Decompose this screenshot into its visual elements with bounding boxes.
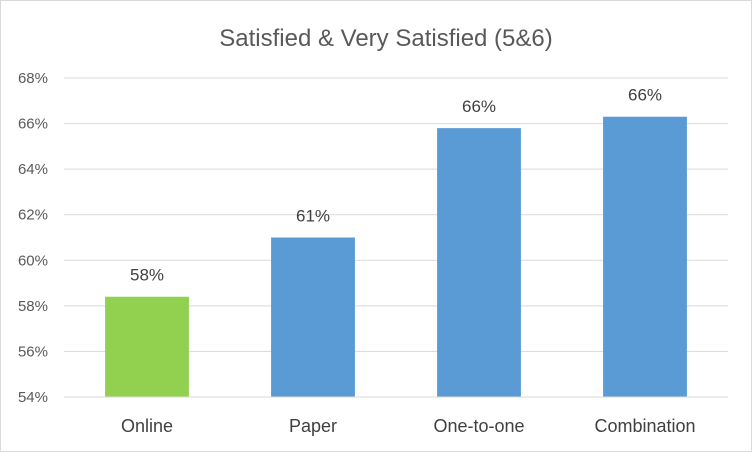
data-label: 66% <box>628 86 662 105</box>
category-label: Combination <box>594 416 695 436</box>
data-labels: 58% 61% 66% 66% <box>130 86 662 285</box>
bar <box>105 296 189 397</box>
category-label: Online <box>121 416 173 436</box>
bar <box>271 237 355 397</box>
y-tick-label: 56% <box>18 343 48 360</box>
data-label: 58% <box>130 266 164 285</box>
data-label: 61% <box>296 207 330 226</box>
category-label: Paper <box>289 416 337 436</box>
bar <box>603 116 687 397</box>
bar <box>437 128 521 397</box>
y-tick-label: 60% <box>18 252 48 269</box>
category-labels: Online Paper One-to-one Combination <box>121 416 696 436</box>
y-axis-tick-labels: 54% 56% 58% 60% 62% 64% 66% 68% <box>18 70 48 406</box>
category-label: One-to-one <box>433 416 524 436</box>
y-tick-label: 58% <box>18 298 48 315</box>
y-tick-label: 68% <box>18 70 48 87</box>
y-tick-label: 66% <box>18 116 48 133</box>
bars <box>105 116 687 397</box>
chart-title: Satisfied & Very Satisfied (5&6) <box>219 25 553 52</box>
y-tick-label: 64% <box>18 161 48 178</box>
y-tick-label: 62% <box>18 207 48 224</box>
data-label: 66% <box>462 97 496 116</box>
y-tick-label: 54% <box>18 389 48 406</box>
